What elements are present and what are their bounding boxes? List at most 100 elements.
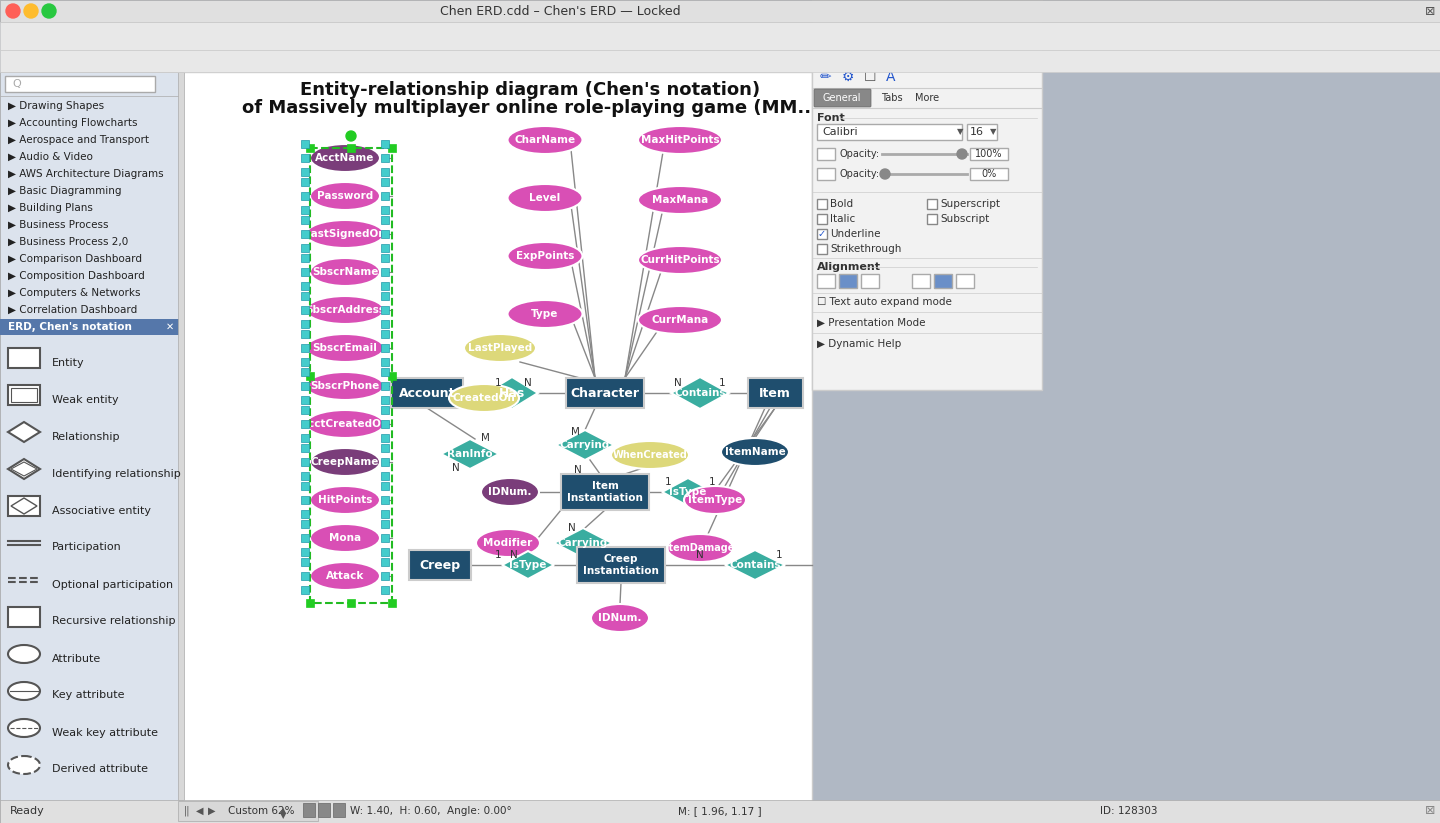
Text: ▶ Business Process 2,0: ▶ Business Process 2,0 [9,237,128,247]
FancyBboxPatch shape [577,547,665,583]
Text: M: M [570,427,579,437]
FancyBboxPatch shape [387,371,396,379]
Ellipse shape [684,486,746,514]
Text: ItemName: ItemName [724,447,785,457]
Text: Level: Level [530,193,560,203]
Circle shape [42,4,56,18]
FancyBboxPatch shape [382,406,389,414]
FancyBboxPatch shape [382,254,389,262]
Ellipse shape [310,524,380,552]
Polygon shape [12,462,37,476]
Text: CreepName: CreepName [311,457,379,467]
Ellipse shape [611,441,688,469]
Ellipse shape [9,682,40,700]
Text: ERD, Chen's notation: ERD, Chen's notation [9,322,132,332]
Text: Attack: Attack [325,571,364,581]
Text: 1: 1 [495,378,501,388]
FancyBboxPatch shape [382,206,389,214]
Text: Subscript: Subscript [940,214,989,224]
FancyBboxPatch shape [301,586,310,594]
Text: RanInfo: RanInfo [448,449,492,459]
Text: ▶ AWS Architecture Diagrams: ▶ AWS Architecture Diagrams [9,169,164,179]
Text: 16: 16 [971,127,984,137]
FancyBboxPatch shape [333,803,346,817]
FancyBboxPatch shape [382,510,389,518]
Text: Recursive relationship: Recursive relationship [52,616,176,626]
Ellipse shape [310,258,380,286]
Polygon shape [503,551,554,579]
FancyBboxPatch shape [301,558,310,566]
FancyBboxPatch shape [0,72,181,823]
Text: ☐: ☐ [864,70,877,84]
Text: N: N [510,550,518,560]
FancyBboxPatch shape [382,140,389,148]
Ellipse shape [305,220,384,248]
Text: ExpPoints: ExpPoints [516,251,575,261]
FancyBboxPatch shape [382,230,389,238]
Text: ▶ Business Process: ▶ Business Process [9,220,108,230]
FancyBboxPatch shape [347,599,356,607]
Text: Strikethrough: Strikethrough [829,244,901,254]
FancyBboxPatch shape [861,274,878,288]
FancyBboxPatch shape [382,330,389,338]
FancyBboxPatch shape [956,274,973,288]
Circle shape [6,4,20,18]
FancyBboxPatch shape [562,474,649,510]
Ellipse shape [9,645,40,663]
Text: SbscrPhone: SbscrPhone [311,381,380,391]
FancyBboxPatch shape [382,216,389,224]
FancyBboxPatch shape [392,378,464,408]
FancyBboxPatch shape [301,154,310,162]
Text: ▼: ▼ [958,128,963,137]
Text: CurrHitPoints: CurrHitPoints [641,255,720,265]
Text: MaxMana: MaxMana [652,195,708,205]
Text: Weak key attribute: Weak key attribute [52,728,158,737]
Text: Optional participation: Optional participation [52,579,173,589]
FancyBboxPatch shape [816,214,827,224]
Text: SbscrEmail: SbscrEmail [312,343,377,353]
Ellipse shape [590,604,649,632]
FancyBboxPatch shape [927,214,937,224]
FancyBboxPatch shape [382,396,389,404]
Text: Modifier: Modifier [484,538,533,548]
Ellipse shape [310,144,380,172]
Text: Carrying: Carrying [560,440,611,450]
Text: W: 1.40,  H: 0.60,  Angle: 0.00°: W: 1.40, H: 0.60, Angle: 0.00° [350,806,511,816]
Text: Has: Has [498,387,526,399]
Text: 1: 1 [665,477,671,487]
FancyBboxPatch shape [9,348,40,368]
Text: Attribute: Attribute [52,653,101,663]
Text: Weak entity: Weak entity [52,394,118,404]
Text: ✏: ✏ [819,70,832,84]
Text: 1: 1 [776,550,782,560]
FancyBboxPatch shape [301,510,310,518]
FancyBboxPatch shape [382,344,389,352]
Text: SbscrName: SbscrName [312,267,379,277]
FancyBboxPatch shape [301,572,310,580]
FancyBboxPatch shape [816,124,962,140]
FancyBboxPatch shape [382,282,389,290]
FancyBboxPatch shape [305,599,314,607]
Circle shape [958,149,968,159]
Text: 0%: 0% [982,169,996,179]
Text: Alignment: Alignment [816,262,881,272]
Text: Underline: Underline [829,229,880,239]
Ellipse shape [721,438,789,466]
Text: Opacity:: Opacity: [840,149,880,159]
Text: N: N [524,378,531,388]
Text: M: M [481,433,490,443]
Text: Custom 62%: Custom 62% [228,806,295,816]
FancyBboxPatch shape [382,358,389,366]
Text: More: More [914,93,939,103]
FancyBboxPatch shape [816,244,827,254]
Text: ItemType: ItemType [688,495,742,505]
Text: 1: 1 [708,477,716,487]
Text: Bold: Bold [829,199,852,209]
Ellipse shape [310,448,380,476]
Text: IDNum.: IDNum. [488,487,531,497]
Text: ▶ Composition Dashboard: ▶ Composition Dashboard [9,271,145,281]
FancyBboxPatch shape [968,124,996,140]
Polygon shape [12,498,37,514]
FancyBboxPatch shape [301,482,310,490]
FancyBboxPatch shape [382,548,389,556]
